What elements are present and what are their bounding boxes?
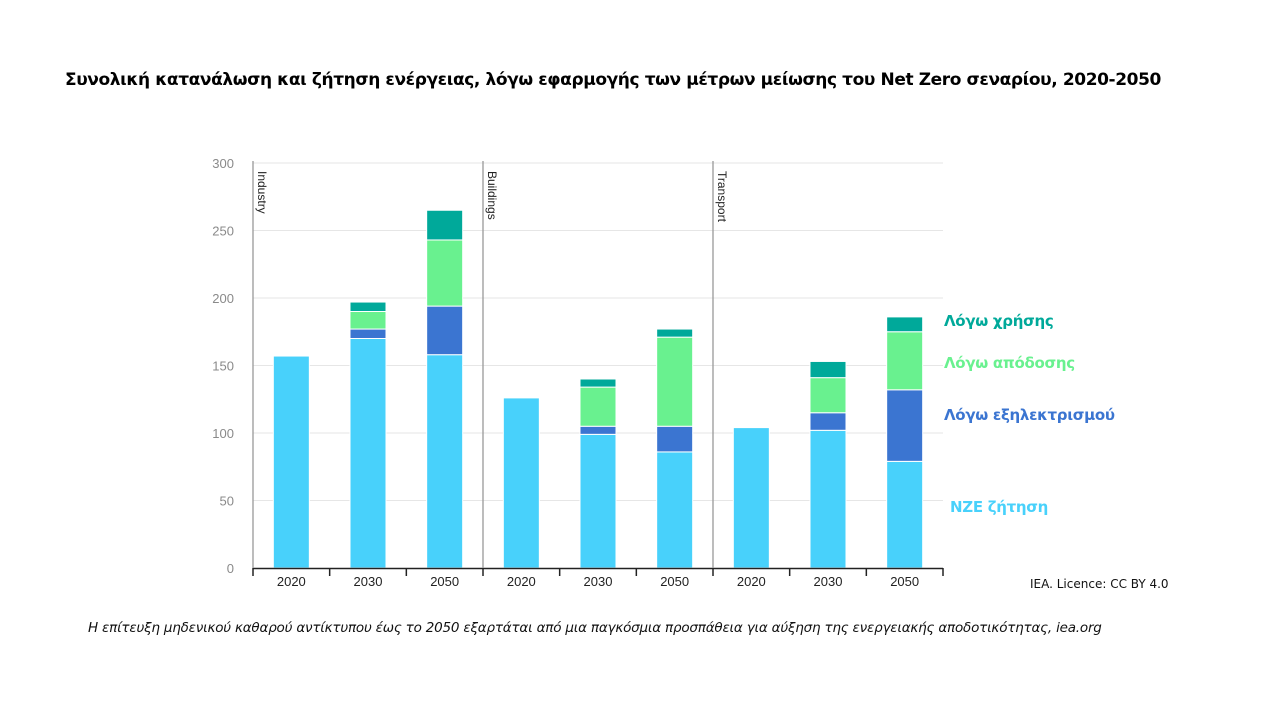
bar-segment: [656, 336, 694, 427]
bar-segment: [272, 355, 310, 569]
bar-segment: [349, 301, 387, 312]
x-tick-labels: 2020 2030 2050 2020 2030 2050 2020 2030 2050: [277, 574, 919, 589]
bar-segment: [656, 328, 694, 338]
legend-item-electrification: Λόγω εξηλεκτρισμού: [944, 406, 1115, 424]
x-tick-label: 2030: [354, 574, 383, 589]
axes: [252, 161, 944, 576]
legend-item-use: Λόγω χρήσης: [944, 312, 1054, 330]
y-tick-label: 50: [220, 494, 234, 509]
bars: [272, 209, 924, 569]
bar-segment: [579, 425, 617, 435]
bar-segment: [579, 386, 617, 427]
bar-segment: [426, 239, 464, 307]
bar-segment: [886, 331, 924, 391]
bar-segment: [349, 311, 387, 330]
y-tick-labels: 0 50 100 150 200 250 300: [212, 156, 234, 576]
x-tick-label: 2030: [584, 574, 613, 589]
y-tick-label: 200: [212, 291, 234, 306]
x-tick-label: 2050: [660, 574, 689, 589]
bar-segment: [809, 429, 847, 569]
bar-segment: [809, 412, 847, 431]
x-tick-label: 2020: [277, 574, 306, 589]
bar-segment: [349, 328, 387, 339]
panel-label: Transport: [715, 171, 729, 223]
legend-item-efficiency: Λόγω απόδοσης: [944, 354, 1075, 372]
bar-segment: [579, 433, 617, 569]
bar-segment: [579, 378, 617, 388]
y-tick-label: 100: [212, 426, 234, 441]
bar-segment: [349, 338, 387, 569]
bar-segment: [809, 360, 847, 379]
x-tick-label: 2050: [430, 574, 459, 589]
x-tick-label: 2030: [814, 574, 843, 589]
caption: Η επίτευξη μηδενικού καθαρού αντίκτυπου …: [88, 620, 1102, 636]
bar-segment: [656, 425, 694, 453]
x-tick-label: 2050: [890, 574, 919, 589]
bar-segment: [656, 451, 694, 569]
legend-item-nze-demand: NZE ζήτηση: [950, 498, 1049, 516]
bar-segment: [886, 389, 924, 462]
panel-label: Industry: [255, 171, 269, 214]
bar-segment: [886, 460, 924, 569]
bar-segment: [732, 427, 770, 569]
y-tick-label: 150: [212, 359, 234, 374]
panel-label: Buildings: [485, 171, 499, 220]
x-tick-label: 2020: [737, 574, 766, 589]
bar-segment: [809, 377, 847, 414]
bar-segment: [426, 305, 464, 356]
y-tick-label: 0: [227, 561, 234, 576]
source-credit: IEA. Licence: CC BY 4.0: [1030, 577, 1169, 591]
bar-segment: [502, 397, 540, 569]
bar-segment: [426, 209, 464, 241]
y-tick-label: 300: [212, 156, 234, 171]
bar-segment: [426, 354, 464, 569]
chart-title: Συνολική κατανάλωση και ζήτηση ενέργειας…: [65, 70, 1161, 90]
y-tick-label: 250: [212, 224, 234, 239]
bar-segment: [886, 316, 924, 333]
x-tick-label: 2020: [507, 574, 536, 589]
panel-labels: Industry Buildings Transport: [255, 171, 729, 223]
